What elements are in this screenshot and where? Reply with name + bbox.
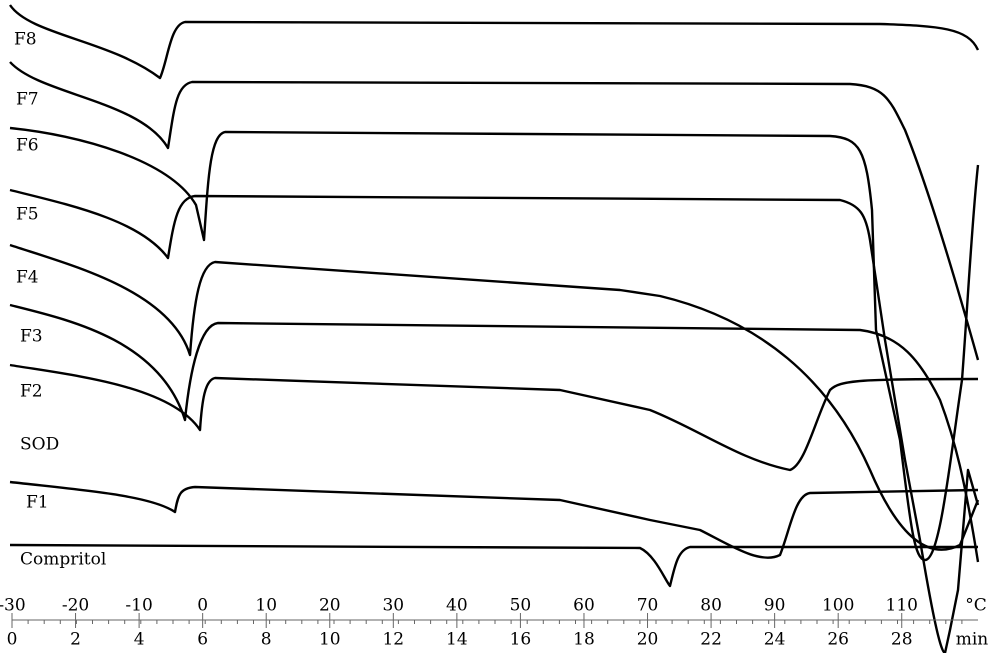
tick-label: 8 <box>261 630 272 650</box>
curve-f2 <box>9 363 979 472</box>
tick-label: 26 <box>827 630 849 650</box>
tick-label: 80 <box>700 596 722 616</box>
curve-label: F4 <box>16 268 39 288</box>
tick-label: 16 <box>510 630 532 650</box>
tick-label: 14 <box>446 630 468 650</box>
tick-label: 20 <box>637 630 659 650</box>
tick-label: 24 <box>764 630 786 650</box>
tick-label: 4 <box>134 630 145 650</box>
curve-label: SOD <box>20 435 59 455</box>
tick-label: 110 <box>886 596 918 616</box>
curve-label: F3 <box>20 327 43 347</box>
tick-label: 0 <box>197 596 208 616</box>
tick-label: 30 <box>382 596 404 616</box>
curve-f5 <box>9 188 980 653</box>
tick-label: -10 <box>125 596 152 616</box>
tick-label: 100 <box>822 596 854 616</box>
tick-label: 12 <box>382 630 404 650</box>
curve-label: F6 <box>16 136 39 156</box>
curve-labels: F8 F7 F6 F5 F4 F3 F2 SOD F1 Compritol <box>14 30 106 570</box>
curves <box>9 4 980 653</box>
curve-label: F2 <box>20 382 43 402</box>
curve-f1 <box>9 480 979 559</box>
tick-label: 0 <box>7 630 18 650</box>
curve-f8 <box>9 4 980 80</box>
tick-label: 6 <box>197 630 208 650</box>
curve-f3 <box>9 303 980 563</box>
curve-f7 <box>9 61 980 361</box>
axis-unit: °C <box>965 596 987 616</box>
tick-label: 60 <box>573 596 595 616</box>
curve-label: Compritol <box>20 550 106 570</box>
tick-label: 28 <box>891 630 913 650</box>
tick-label: 10 <box>319 630 341 650</box>
tick-label: 50 <box>510 596 532 616</box>
curve-f4 <box>9 243 980 551</box>
curve-f6 <box>9 126 980 562</box>
tick-label: 40 <box>446 596 468 616</box>
curve-label: F7 <box>16 90 39 110</box>
axes: -30 -20 -10 0 10 20 30 40 50 60 70 80 90 100 110 °C0 2 4 6… <box>0 596 988 650</box>
tick-label: 18 <box>573 630 595 650</box>
tick-label: -20 <box>62 596 89 616</box>
tick-label: -30 <box>0 596 26 616</box>
curve-compritol <box>9 543 978 588</box>
curve-label: F5 <box>16 205 39 225</box>
tick-label: 70 <box>637 596 659 616</box>
tick-label: 2 <box>70 630 81 650</box>
tick-label: 90 <box>764 596 786 616</box>
tick-label: 10 <box>255 596 277 616</box>
tick-label: 20 <box>319 596 341 616</box>
tick-label: 22 <box>700 630 722 650</box>
curve-label: F1 <box>26 493 49 513</box>
axis-unit: min <box>956 630 989 650</box>
curve-label: F8 <box>14 30 37 50</box>
